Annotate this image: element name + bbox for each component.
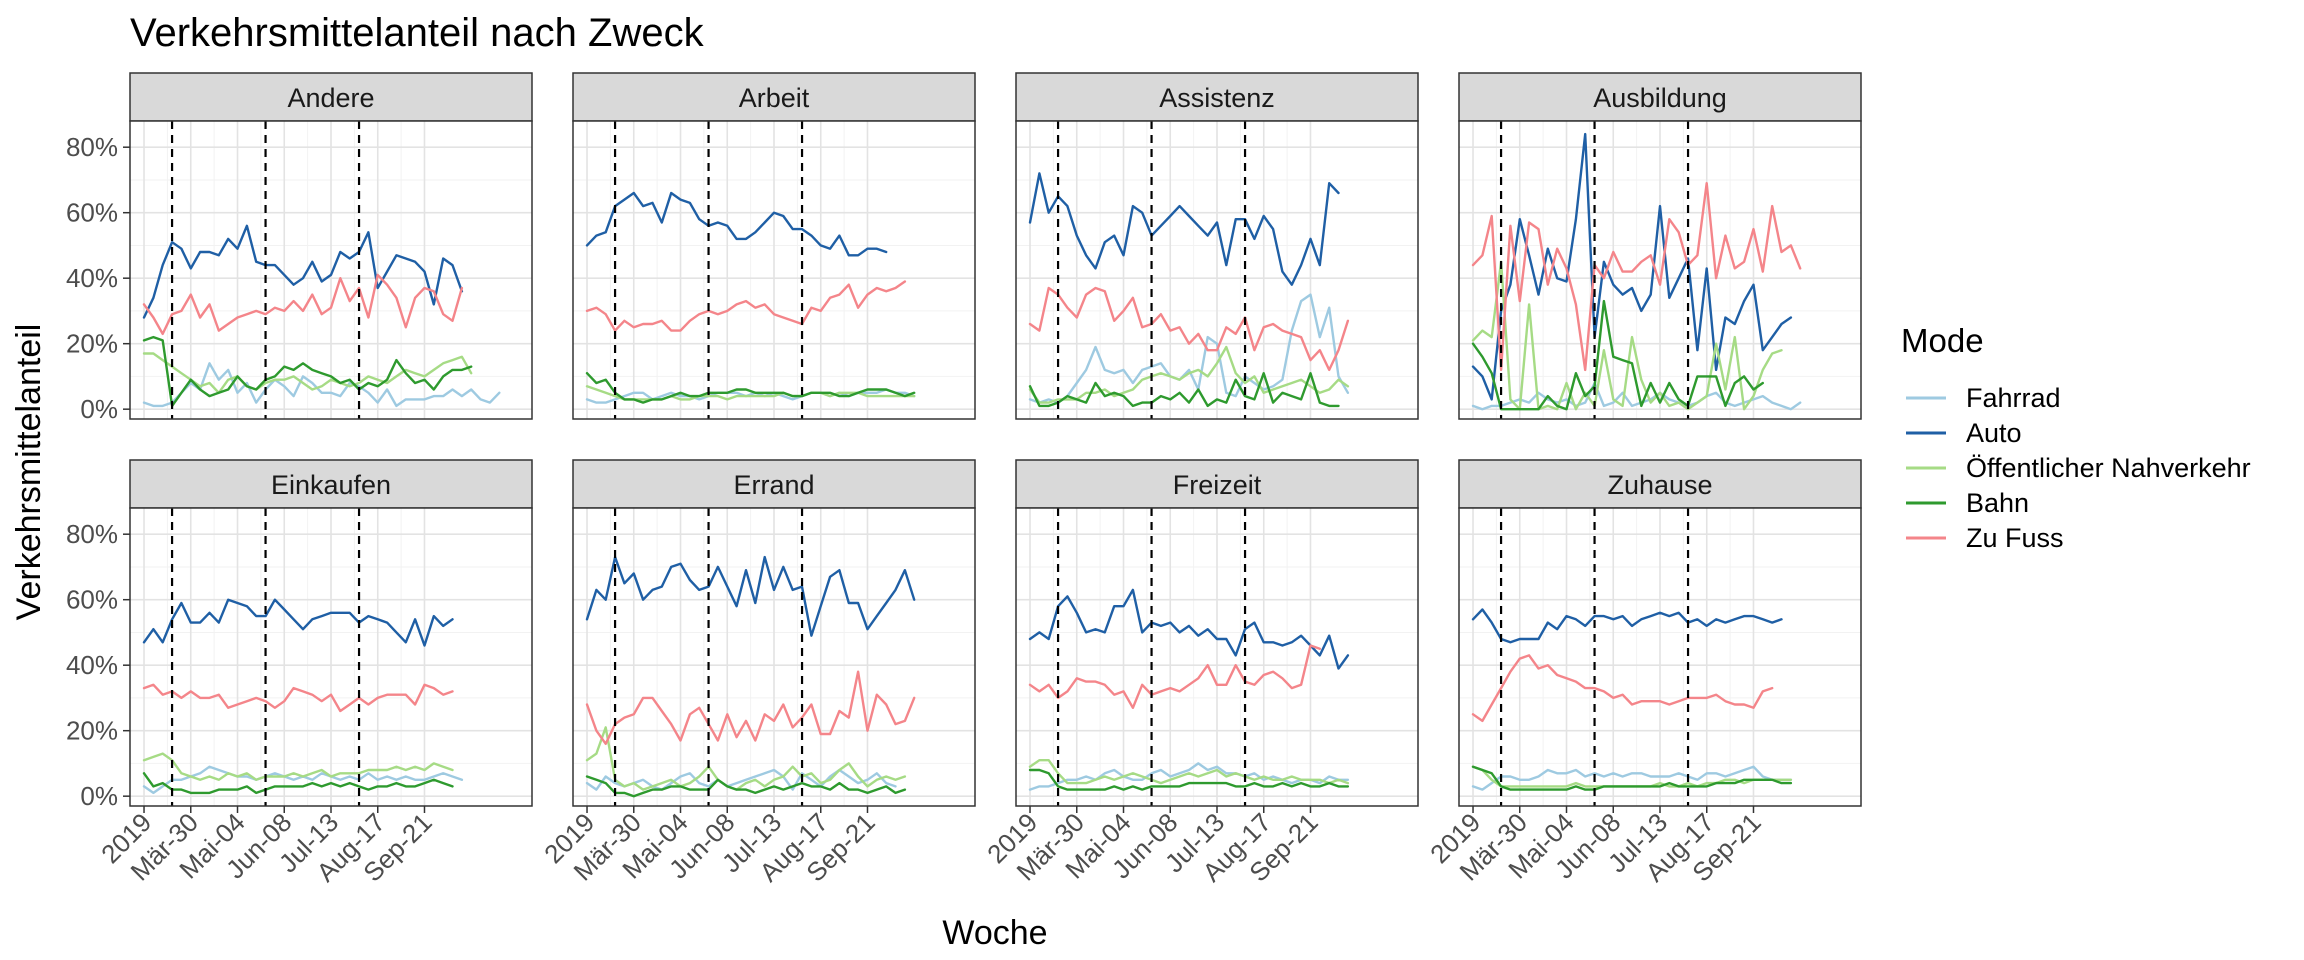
series-line-auto-assistenz — [1028, 172, 1340, 286]
strip-label-freizeit: Freizeit — [1173, 470, 1262, 500]
y-tick-label: 60% — [66, 585, 118, 615]
series-line-bahn-freizeit — [1028, 768, 1350, 791]
series-line-zu-fuss-arbeit — [585, 280, 907, 332]
series-line-oeffentlicher-nahverkehr-assistenz — [1028, 345, 1350, 404]
strip-einkaufen — [129, 459, 533, 509]
series-line-zu-fuss-zuhause — [1471, 654, 1774, 723]
series-line-zu-fuss-ausbildung — [1471, 181, 1802, 372]
strip-errand — [572, 459, 976, 509]
series-line-oeffentlicher-nahverkehr-ausbildung — [1471, 260, 1783, 411]
strip-andere — [129, 72, 533, 122]
strip-label-errand: Errand — [733, 470, 814, 500]
panel-assistenz: Assistenz — [1015, 72, 1419, 420]
y-tick-label: 80% — [66, 519, 118, 549]
y-axis-title: Verkehrsmittelanteil — [10, 324, 48, 621]
panel-einkaufen: Einkaufen0%20%40%60%80%2019Mär-30Mai-04J… — [66, 459, 533, 888]
y-tick-label: 80% — [66, 132, 118, 162]
panel-errand: Errand2019Mär-30Mai-04Jun-08Jul-13Aug-17… — [538, 459, 976, 888]
series-line-zu-fuss-einkaufen — [142, 683, 454, 713]
series-line-oeffentlicher-nahverkehr-freizeit — [1028, 759, 1350, 785]
panel-ausbildung: Ausbildung — [1458, 72, 1862, 420]
series-line-fahrrad-assistenz — [1028, 293, 1350, 404]
series-line-fahrrad-zuhause — [1471, 765, 1793, 791]
legend-item-oeffentlicher-nahverkehr: Öffentlicher Nahverkehr — [1906, 453, 2251, 483]
panel-freizeit: Freizeit2019Mär-30Mai-04Jun-08Jul-13Aug-… — [981, 459, 1419, 888]
series-line-fahrrad-errand — [585, 768, 897, 791]
legend: Mode Fahrrad Auto Öffentlicher Nahverkehr B… — [1901, 322, 2251, 553]
series-line-auto-errand — [585, 555, 916, 637]
legend-title: Mode — [1901, 322, 1984, 359]
strip-label-andere: Andere — [287, 83, 374, 113]
strip-label-einkaufen: Einkaufen — [271, 470, 391, 500]
series-line-zu-fuss-assistenz — [1028, 286, 1350, 372]
legend-label-oeffentlicher-nahverkehr: Öffentlicher Nahverkehr — [1966, 453, 2251, 483]
series-line-auto-zuhause — [1471, 608, 1783, 644]
series-line-zu-fuss-andere — [142, 273, 464, 336]
series-line-oeffentlicher-nahverkehr-andere — [142, 352, 473, 394]
series-line-fahrrad-ausbildung — [1471, 381, 1802, 411]
series-line-fahrrad-freizeit — [1028, 762, 1350, 791]
series-line-oeffentlicher-nahverkehr-errand — [585, 726, 907, 791]
series-line-auto-andere — [142, 224, 464, 319]
series-line-zu-fuss-freizeit — [1028, 644, 1322, 709]
legend-label-bahn: Bahn — [1966, 488, 2029, 518]
panel-zuhause: Zuhause2019Mär-30Mai-04Jun-08Jul-13Aug-1… — [1424, 459, 1862, 888]
series-line-bahn-einkaufen — [142, 772, 454, 795]
series-line-auto-einkaufen — [142, 598, 454, 647]
strip-label-ausbildung: Ausbildung — [1593, 83, 1727, 113]
series-line-auto-arbeit — [585, 191, 888, 257]
panel-border-ausbildung — [1458, 120, 1862, 420]
series-line-auto-freizeit — [1028, 588, 1350, 670]
legend-label-fahrrad: Fahrrad — [1966, 383, 2061, 413]
strip-label-zuhause: Zuhause — [1607, 470, 1712, 500]
panel-border-andere — [129, 120, 533, 420]
y-tick-label: 40% — [66, 650, 118, 680]
panel-arbeit: Arbeit — [572, 72, 976, 420]
panel-andere: Andere 0% 20% 40% 60% 80% — [66, 72, 533, 424]
legend-item-fahrrad: Fahrrad — [1906, 383, 2061, 413]
legend-item-zu-fuss: Zu Fuss — [1906, 523, 2064, 553]
y-tick-label: 0% — [80, 781, 118, 811]
y-tick-label: 60% — [66, 198, 118, 228]
strip-assistenz — [1015, 72, 1419, 122]
y-tick-label: 0% — [80, 394, 118, 424]
legend-label-zu-fuss: Zu Fuss — [1966, 523, 2064, 553]
y-tick-label: 20% — [66, 329, 118, 359]
strip-label-arbeit: Arbeit — [739, 83, 810, 113]
strip-freizeit — [1015, 459, 1419, 509]
y-tick-label: 40% — [66, 263, 118, 293]
chart-title: Verkehrsmittelanteil nach Zweck — [130, 11, 705, 55]
legend-label-auto: Auto — [1966, 418, 2022, 448]
series-line-bahn-andere — [142, 335, 473, 408]
series-line-zu-fuss-errand — [585, 670, 916, 745]
legend-item-auto: Auto — [1906, 418, 2022, 448]
series-line-bahn-ausbildung — [1471, 299, 1765, 411]
panel-border-arbeit — [572, 120, 976, 420]
strip-label-assistenz: Assistenz — [1159, 83, 1275, 113]
series-line-bahn-arbeit — [585, 372, 916, 404]
series-line-bahn-errand — [585, 775, 907, 798]
facet-panels: Andere 0% 20% 40% 60% 80% Arbeit Assistenz Ausbi… — [66, 72, 1862, 888]
x-axis-title: Woche — [942, 914, 1047, 952]
series-line-oeffentlicher-nahverkehr-einkaufen — [142, 752, 454, 781]
panel-border-assistenz — [1015, 120, 1419, 420]
series-line-bahn-zuhause — [1471, 765, 1793, 791]
series-line-bahn-assistenz — [1028, 372, 1340, 408]
y-tick-label: 20% — [66, 716, 118, 746]
legend-item-bahn: Bahn — [1906, 488, 2029, 518]
series-line-fahrrad-andere — [142, 362, 501, 408]
